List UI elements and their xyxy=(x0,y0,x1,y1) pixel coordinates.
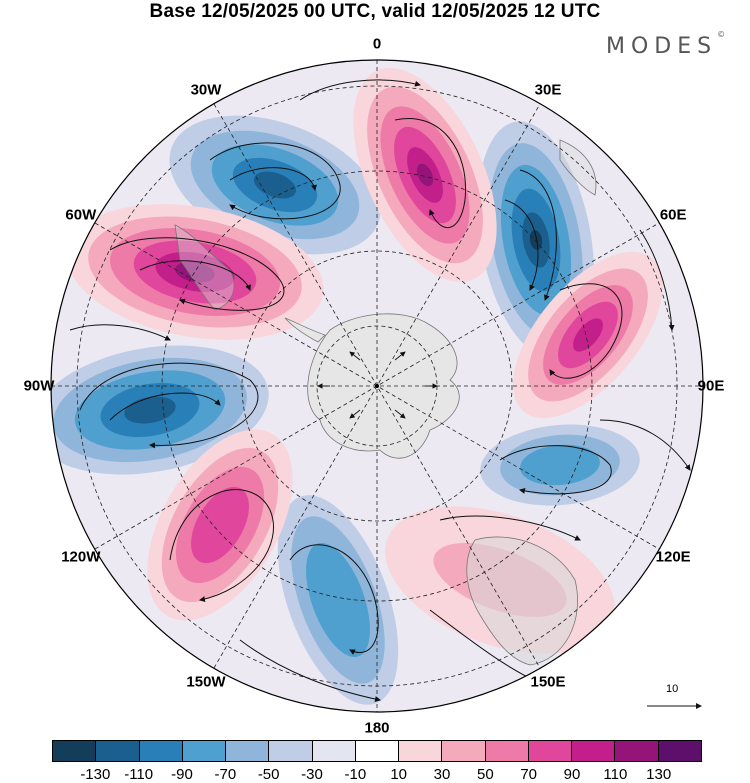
lon-label-120w: 120W xyxy=(61,548,101,566)
lon-label-60e: 60E xyxy=(659,206,687,224)
colorbar-swatch xyxy=(355,741,400,761)
anomaly-negative-2 xyxy=(477,121,595,359)
colorbar-swatch xyxy=(485,741,529,761)
anomaly-positive-3 xyxy=(513,251,663,419)
colorbar-tick-label: 70 xyxy=(520,766,537,783)
colorbar-tick-label: -30 xyxy=(301,766,323,783)
south-pole-marker xyxy=(375,384,379,388)
colorbar-swatch xyxy=(572,741,616,761)
south-america-landmass xyxy=(174,224,235,311)
lon-label-120e: 120E xyxy=(655,548,691,566)
anomaly-negative-4 xyxy=(480,424,640,506)
lon-label-150w: 150W xyxy=(186,673,226,691)
anomaly-positive-2 xyxy=(66,204,324,340)
lon-label-150e: 150E xyxy=(530,673,566,691)
colorbar-tick-label: -110 xyxy=(124,766,154,783)
colorbar-tick-label: -70 xyxy=(214,766,237,783)
lon-label-90w: 90W xyxy=(23,377,55,395)
colorbar xyxy=(52,740,702,762)
colorbar-swatch xyxy=(269,741,313,761)
colorbar-tick-label: -50 xyxy=(257,766,280,783)
colorbar-swatch xyxy=(658,741,701,761)
colorbar-tick-label: -90 xyxy=(171,766,193,783)
reference-vector-arrow xyxy=(647,703,702,709)
colorbar-swatch xyxy=(442,741,486,761)
colorbar-tick-label: 110 xyxy=(603,766,628,783)
colorbar-tick-label: 90 xyxy=(563,766,581,783)
brand-text: MODES xyxy=(606,34,718,59)
brand-mark: © xyxy=(717,29,726,39)
colorbar-swatch xyxy=(53,741,97,761)
lon-label-30w: 30W xyxy=(190,81,222,99)
polar-vectors xyxy=(317,351,438,419)
colorbar-tick-label: 10 xyxy=(390,766,407,783)
colorbar-tick-label: -130 xyxy=(80,766,111,783)
map-title: Base 12/05/2025 00 UTC, valid 12/05/2025… xyxy=(149,1,601,22)
polar-map xyxy=(50,59,704,713)
colorbar-tick-label: 30 xyxy=(433,766,451,783)
lon-label-60w: 60W xyxy=(65,206,97,224)
colorbar-swatch xyxy=(182,741,227,761)
colorbar-tick-labels: -130 -110 -90 -70 -50 -30 -10 10 30 50 70 90 110 130 xyxy=(52,766,702,783)
colorbar-tick-label: 130 xyxy=(646,766,672,783)
lon-label-90e: 90E xyxy=(697,377,725,395)
streamlines xyxy=(69,79,691,702)
anomaly-negative-5 xyxy=(277,495,399,705)
africa-landmass xyxy=(559,139,597,196)
colorbar-swatch xyxy=(399,741,443,761)
lon-label-0: 0 xyxy=(372,35,382,53)
map-boundary xyxy=(50,59,704,713)
colorbar-swatch xyxy=(528,741,573,761)
colorbar-swatch xyxy=(615,741,659,761)
colorbar-tick-label: -10 xyxy=(344,766,367,783)
anomaly-positive-1 xyxy=(353,67,497,283)
antarctic-peninsula xyxy=(284,317,326,343)
colorbar-swatch xyxy=(139,741,183,761)
brand-logo: MODES© xyxy=(606,30,725,59)
australia-landmass xyxy=(466,536,578,666)
map-field xyxy=(51,60,703,712)
lon-label-180: 180 xyxy=(364,719,390,737)
colorbar-tick-label: 50 xyxy=(476,766,494,783)
colorbar-swatch xyxy=(96,741,140,761)
colorbar-swatch xyxy=(226,741,270,761)
reference-vector-label: 10 xyxy=(666,683,679,695)
anomaly-positive-4 xyxy=(147,429,293,621)
lon-label-30e: 30E xyxy=(534,81,562,99)
colorbar-swatch xyxy=(312,741,356,761)
